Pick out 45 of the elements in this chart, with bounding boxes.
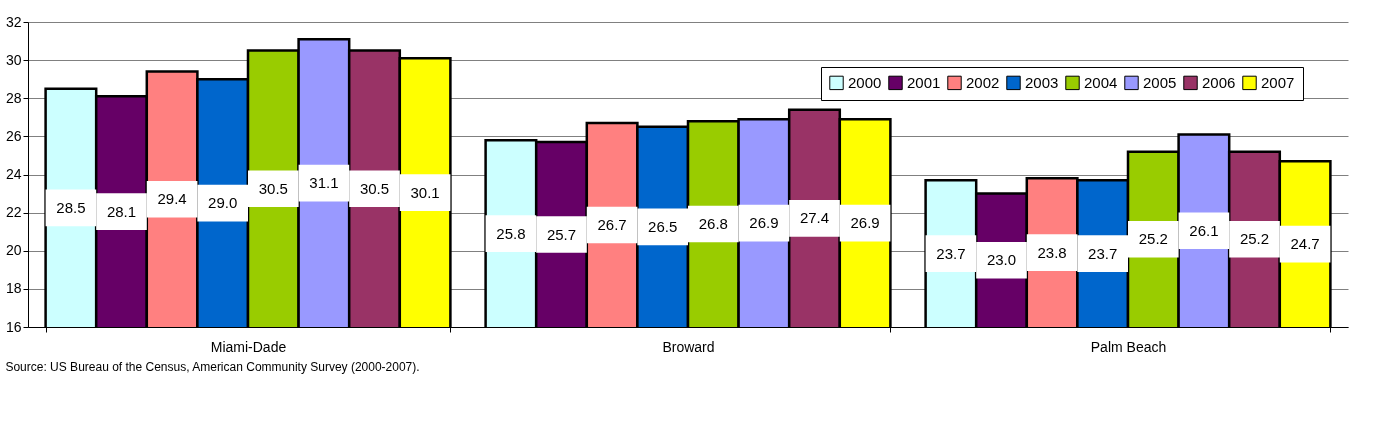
text: 25.7 bbox=[546, 225, 577, 243]
text: 23.7 bbox=[1088, 244, 1118, 262]
x-tick-label: Miami-Dade bbox=[210, 338, 287, 355]
legend-label: 2007 bbox=[1261, 73, 1295, 91]
source-note: Source: US Bureau of the Census, American Community Survey (2000-2007). bbox=[5, 360, 420, 374]
text: 26.9 bbox=[749, 214, 779, 232]
text: 30.5 bbox=[258, 179, 288, 197]
y-tick-label: 20 bbox=[5, 242, 22, 259]
y-tick-label: 16 bbox=[5, 318, 22, 335]
text: 23.8 bbox=[1037, 243, 1067, 261]
text: 27.4 bbox=[799, 209, 830, 227]
text: 26.5 bbox=[648, 217, 678, 235]
y-tick-label: 18 bbox=[5, 280, 22, 297]
x-tick-label: Palm Beach bbox=[1090, 338, 1167, 355]
text: 25.2 bbox=[1239, 230, 1270, 248]
x-tick-label: Broward bbox=[662, 338, 715, 355]
text: 29.0 bbox=[208, 194, 238, 212]
text: 28.1 bbox=[106, 202, 137, 220]
text: 31.1 bbox=[309, 174, 339, 192]
legend-label: 2006 bbox=[1202, 73, 1236, 91]
legend-label: 2004 bbox=[1084, 73, 1118, 91]
text: 25.8 bbox=[496, 224, 526, 242]
text: 26.9 bbox=[850, 214, 880, 232]
y-tick-label: 28 bbox=[5, 89, 22, 106]
y-tick-label: 26 bbox=[5, 127, 22, 144]
legend-label: 2005 bbox=[1143, 73, 1177, 91]
text: 26.8 bbox=[698, 215, 728, 233]
y-tick-label: 32 bbox=[5, 13, 22, 30]
y-tick-label: 30 bbox=[5, 51, 22, 68]
text: 30.5 bbox=[359, 179, 390, 197]
text: 24.7 bbox=[1290, 235, 1320, 253]
text: 28.5 bbox=[56, 198, 86, 216]
text: 23.0 bbox=[986, 251, 1017, 269]
y-tick-label: 22 bbox=[5, 204, 22, 221]
text: 26.7 bbox=[597, 216, 627, 234]
text: 25.2 bbox=[1138, 230, 1168, 248]
text: 26.1 bbox=[1189, 221, 1219, 239]
text: 29.4 bbox=[157, 190, 187, 208]
text: 30.1 bbox=[410, 183, 440, 201]
text: 23.7 bbox=[936, 244, 966, 262]
legend-label: 2001 bbox=[907, 73, 941, 91]
legend-label: 2000 bbox=[848, 73, 882, 91]
legend-label: 2002 bbox=[966, 73, 1000, 91]
y-tick-label: 24 bbox=[5, 166, 22, 182]
legend-label: 2003 bbox=[1025, 73, 1059, 91]
